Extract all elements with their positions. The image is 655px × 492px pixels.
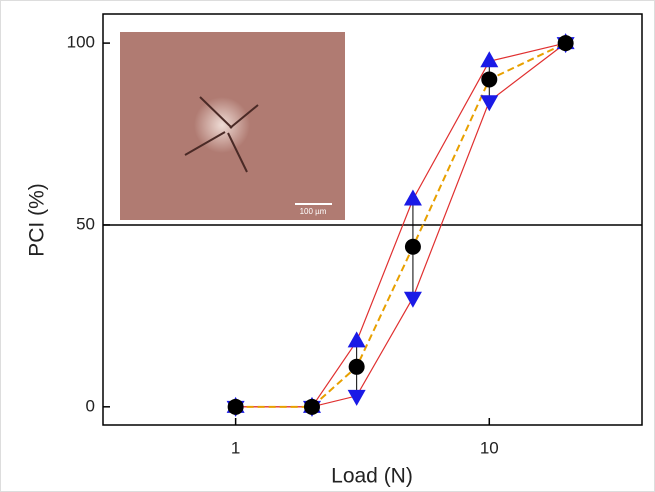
data-point — [303, 398, 320, 415]
data-point — [348, 358, 365, 375]
data-point — [227, 398, 244, 415]
data-point — [481, 71, 498, 88]
x-tick-label: 1 — [231, 438, 240, 457]
y-axis-label: PCI (%) — [26, 183, 49, 257]
cracks — [184, 96, 259, 173]
indent-glow — [194, 97, 250, 153]
data-point — [557, 35, 574, 52]
inset-image: 100 µm — [120, 32, 345, 220]
data-point — [403, 189, 422, 206]
x-tick-label: 10 — [480, 438, 499, 457]
series-line — [235, 42, 567, 408]
data-point — [347, 331, 366, 348]
plot-box — [102, 13, 643, 426]
data-point — [404, 238, 421, 255]
scale-bar-label: 100 µm — [300, 207, 327, 216]
data-point — [480, 95, 499, 112]
y-tick-label: 0 — [86, 396, 95, 415]
x-axis-label: Load (N) — [331, 465, 413, 488]
data-point — [480, 51, 499, 68]
series-line — [235, 42, 567, 408]
y-tick-label: 50 — [76, 214, 95, 233]
y-tick-label: 100 — [67, 33, 95, 52]
data-point — [347, 389, 366, 406]
data-point — [403, 291, 422, 308]
